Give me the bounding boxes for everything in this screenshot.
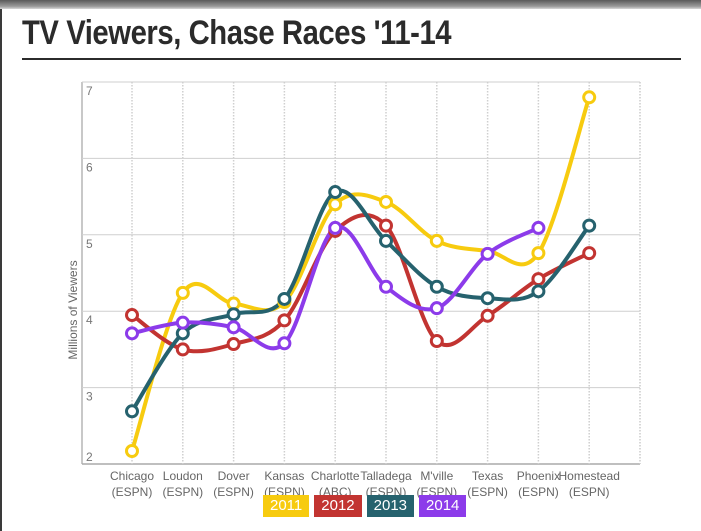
data-point-2011 bbox=[125, 444, 139, 459]
x-tick-label: Loudon bbox=[163, 469, 203, 483]
title-underline bbox=[22, 58, 681, 60]
data-point-2012 bbox=[480, 308, 495, 323]
data-point-2014 bbox=[125, 326, 139, 341]
data-point-2012 bbox=[175, 342, 190, 357]
y-tick-label: 2 bbox=[86, 450, 93, 464]
data-point-2014 bbox=[277, 336, 292, 351]
y-tick-label: 4 bbox=[86, 313, 93, 327]
data-point-2013 bbox=[582, 218, 597, 233]
data-point-2011 bbox=[531, 246, 546, 261]
x-tick-label: Texas bbox=[472, 469, 503, 483]
data-point-2014 bbox=[480, 246, 495, 261]
data-point-2013 bbox=[277, 291, 292, 306]
x-tick-label: Dover bbox=[218, 469, 250, 483]
x-tick-label: Chicago bbox=[110, 469, 154, 483]
window-left-frame bbox=[0, 9, 2, 531]
legend: 2011 2012 2013 2014 bbox=[263, 495, 467, 517]
data-point-2012 bbox=[429, 333, 444, 348]
legend-item-2011[interactable]: 2011 bbox=[263, 495, 310, 517]
data-point-2013 bbox=[531, 284, 546, 299]
data-point-2013 bbox=[480, 291, 495, 306]
data-point-2012 bbox=[277, 313, 292, 328]
x-tick-label: Kansas bbox=[264, 469, 304, 483]
data-point-2014 bbox=[226, 320, 241, 335]
data-point-2014 bbox=[175, 315, 190, 330]
data-point-2013 bbox=[226, 307, 241, 322]
x-tick-label: Phoenix bbox=[517, 469, 560, 483]
series-line-2011 bbox=[130, 95, 592, 454]
y-tick-label: 7 bbox=[86, 84, 93, 98]
x-tick-label: Talladega bbox=[360, 469, 412, 483]
x-tick-network-label: (ESPN) bbox=[112, 485, 153, 499]
x-tick-network-label: (ESPN) bbox=[518, 485, 559, 499]
data-point-2012 bbox=[531, 272, 546, 287]
y-tick-label: 6 bbox=[86, 160, 93, 174]
data-point-2011 bbox=[328, 197, 343, 212]
x-tick-label: Homestead bbox=[559, 469, 620, 483]
data-point-2011 bbox=[379, 194, 393, 209]
data-point-2014 bbox=[531, 220, 546, 235]
data-point-2013 bbox=[328, 185, 343, 200]
data-point-2013 bbox=[379, 233, 393, 248]
y-tick-label: 5 bbox=[86, 237, 93, 251]
x-tick-network-label: (ESPN) bbox=[162, 485, 203, 499]
data-point-2014 bbox=[328, 220, 343, 235]
x-tick-network-label: (ESPN) bbox=[467, 485, 508, 499]
data-point-2012 bbox=[226, 337, 241, 352]
legend-item-2013[interactable]: 2013 bbox=[366, 495, 415, 517]
legend-item-2014[interactable]: 2014 bbox=[419, 495, 467, 517]
y-axis-title: Millions of Viewers bbox=[66, 260, 80, 359]
window-top-bar bbox=[0, 0, 701, 9]
grid-layer bbox=[81, 81, 641, 465]
data-point-2013 bbox=[125, 404, 139, 419]
data-point-2011 bbox=[582, 90, 597, 105]
data-point-2012 bbox=[379, 218, 393, 233]
x-tick-network-label: (ESPN) bbox=[569, 485, 610, 499]
data-point-2013 bbox=[429, 279, 444, 294]
data-point-2012 bbox=[582, 246, 597, 261]
data-point-2011 bbox=[429, 233, 444, 248]
x-tick-label: Charlotte bbox=[311, 469, 360, 483]
x-tick-network-label: (ESPN) bbox=[213, 485, 254, 499]
data-point-2014 bbox=[379, 279, 393, 294]
legend-item-2012[interactable]: 2012 bbox=[314, 495, 362, 517]
y-tick-label: 3 bbox=[86, 390, 93, 404]
series-layer bbox=[125, 90, 597, 459]
data-point-2012 bbox=[125, 308, 139, 323]
series-line-2013 bbox=[130, 188, 592, 414]
data-point-2011 bbox=[175, 285, 190, 300]
x-tick-label: M'ville bbox=[420, 469, 453, 483]
chart-title: TV Viewers, Chase Races '11-14 bbox=[22, 14, 452, 52]
data-point-2014 bbox=[429, 301, 444, 316]
